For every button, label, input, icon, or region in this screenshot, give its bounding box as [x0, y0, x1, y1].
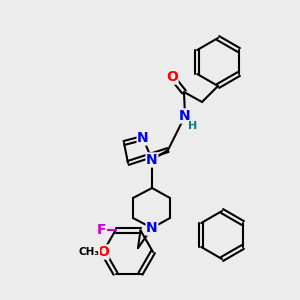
Text: N: N — [137, 131, 149, 145]
Text: N: N — [146, 221, 158, 235]
Text: O: O — [97, 245, 109, 259]
Text: H: H — [188, 121, 198, 131]
Text: CH₃: CH₃ — [79, 247, 100, 257]
Text: O: O — [166, 70, 178, 84]
Text: F: F — [97, 223, 106, 237]
Text: N: N — [146, 153, 158, 167]
Text: N: N — [179, 109, 191, 123]
